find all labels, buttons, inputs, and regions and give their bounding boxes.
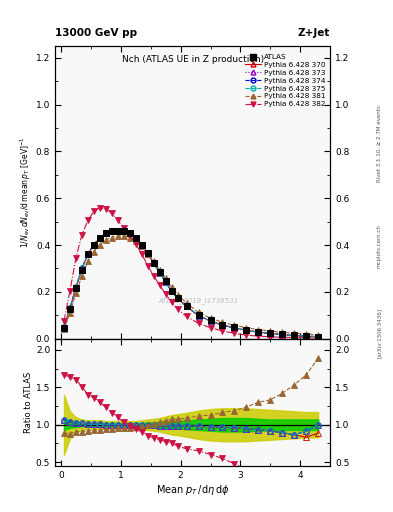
Y-axis label: Ratio to ATLAS: Ratio to ATLAS bbox=[24, 372, 33, 433]
Text: Z+Jet: Z+Jet bbox=[298, 28, 330, 38]
Text: mcplots.cern.ch: mcplots.cern.ch bbox=[377, 224, 382, 268]
Text: Rivet 3.1.10, ≥ 2.7M events: Rivet 3.1.10, ≥ 2.7M events bbox=[377, 105, 382, 182]
Text: ATLAS_2019_I1736531: ATLAS_2019_I1736531 bbox=[158, 297, 238, 304]
Legend: ATLAS, Pythia 6.428 370, Pythia 6.428 373, Pythia 6.428 374, Pythia 6.428 375, P: ATLAS, Pythia 6.428 370, Pythia 6.428 37… bbox=[243, 53, 327, 109]
Y-axis label: $1/N_\mathrm{ev}\,dN_\mathrm{ev}/\mathrm{d\,mean\,}p_T$ [GeV]$^{-1}$: $1/N_\mathrm{ev}\,dN_\mathrm{ev}/\mathrm… bbox=[18, 137, 33, 248]
Text: [arXiv:1306.3436]: [arXiv:1306.3436] bbox=[377, 308, 382, 358]
Text: 13000 GeV pp: 13000 GeV pp bbox=[55, 28, 137, 38]
Text: Nch (ATLAS UE in Z production): Nch (ATLAS UE in Z production) bbox=[121, 55, 264, 64]
X-axis label: Mean $p_T\,/\mathrm{d}\eta\,\mathrm{d}\phi$: Mean $p_T\,/\mathrm{d}\eta\,\mathrm{d}\p… bbox=[156, 482, 229, 497]
